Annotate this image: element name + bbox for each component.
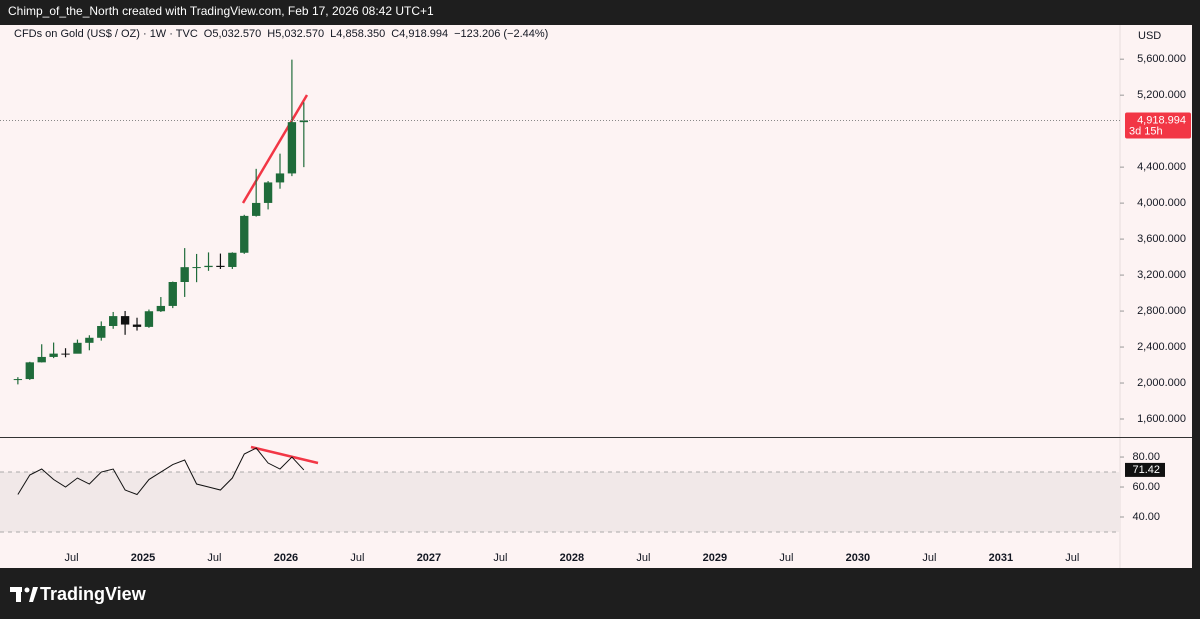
candle-body — [299, 120, 308, 123]
candle-body — [228, 252, 237, 267]
candle-body — [168, 282, 177, 306]
candle-body — [156, 305, 166, 312]
rsi-line — [17, 447, 305, 496]
candle-body — [240, 215, 249, 253]
x-tick-label: 2029 — [703, 552, 727, 564]
y-tick-label: 3,200.000 — [1137, 269, 1186, 281]
ohlc: H5,032.570 — [267, 28, 325, 40]
candle-body — [216, 265, 225, 267]
y-tick-label: 80.00 — [1132, 451, 1160, 463]
x-tick-label: Jul — [350, 552, 364, 564]
y-tick-label: 2,000.000 — [1137, 377, 1186, 389]
ohlc: L4,858.350 — [330, 28, 386, 40]
y-tick-label: 2,800.000 — [1137, 305, 1186, 317]
trend-line — [250, 445, 319, 465]
candle-body — [109, 316, 118, 326]
brand: TradingView — [40, 584, 147, 604]
candle-body — [85, 337, 94, 343]
countdown: 3d 15h — [1129, 125, 1163, 137]
x-tick-label: Jul — [1065, 552, 1079, 564]
y-tick-label: 4,000.000 — [1137, 197, 1186, 209]
y-tick-label: 3,600.000 — [1137, 233, 1186, 245]
x-tick-label: Jul — [493, 552, 507, 564]
candle-body — [97, 325, 106, 338]
candle-body — [73, 342, 82, 354]
logo — [24, 587, 30, 593]
candle-body — [120, 316, 130, 325]
candle-body — [192, 267, 201, 269]
candle-body — [180, 267, 189, 283]
ohlc: C4,918.994 — [391, 28, 449, 40]
trend-line — [241, 94, 309, 204]
y-tick-label: 5,600.000 — [1137, 53, 1186, 65]
change: −123.206 (−2.44%) — [454, 28, 549, 40]
candle-body — [61, 353, 70, 355]
x-tick-label: Jul — [64, 552, 78, 564]
candle-body — [144, 311, 154, 327]
candle-body — [37, 356, 46, 363]
candle-body — [287, 122, 297, 174]
y-tick-label: 5,200.000 — [1137, 89, 1186, 101]
x-tick-label: Jul — [636, 552, 650, 564]
x-tick-label: 2026 — [274, 552, 298, 564]
candle-body — [275, 173, 285, 183]
candle-body — [49, 353, 58, 357]
last-price-label: 4,918.994 — [1137, 114, 1186, 126]
logo — [16, 587, 21, 602]
symbol-title: CFDs on Gold (US$ / OZ) · 1W · TVC — [14, 28, 198, 40]
y-tick-label: 1,600.000 — [1137, 413, 1186, 425]
rsi-band — [0, 472, 1120, 532]
y-tick-label: 2,400.000 — [1137, 341, 1186, 353]
x-tick-label: Jul — [207, 552, 221, 564]
top-bar — [0, 0, 1200, 25]
candle-body — [263, 182, 273, 203]
last-value-label: 71.42 — [1132, 464, 1160, 476]
x-tick-label: 2027 — [417, 552, 441, 564]
y-tick-label: 40.00 — [1132, 511, 1160, 523]
x-tick-label: 2031 — [989, 552, 1013, 564]
currency: USD — [1138, 30, 1161, 42]
legend: CFDs on Gold (US$ / OZ) · 1W · TVC O5,03… — [14, 28, 548, 40]
y-tick-label: 60.00 — [1132, 481, 1160, 493]
y-tick-label: 4,400.000 — [1137, 161, 1186, 173]
logo — [29, 587, 38, 602]
ohlc: O5,032.570 — [203, 28, 262, 40]
candle-body — [252, 202, 261, 216]
header-title: Chimp_of_the_North created with TradingV… — [8, 4, 434, 18]
x-tick-label: Jul — [922, 552, 936, 564]
footer — [0, 568, 1200, 619]
candle-body — [25, 362, 34, 380]
last-price-box — [1125, 112, 1191, 139]
last-value-box — [1125, 462, 1165, 477]
x-tick-label: 2028 — [560, 552, 584, 564]
candle-body — [13, 379, 23, 381]
x-tick-label: 2025 — [131, 552, 155, 564]
x-tick-label: 2030 — [846, 552, 870, 564]
candle-body — [204, 265, 213, 268]
x-tick-label: Jul — [779, 552, 793, 564]
candle-body — [132, 324, 142, 327]
